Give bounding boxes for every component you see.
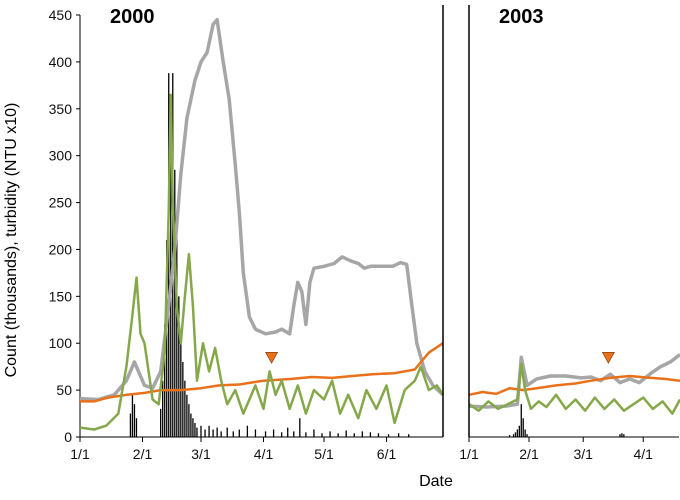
y-tick-label: 400	[49, 54, 73, 70]
orange-series-line	[80, 342, 444, 403]
y-tick-label: 300	[49, 148, 73, 164]
x-tick-label: 1/1	[459, 446, 479, 462]
x-tick-label: 3/1	[191, 446, 211, 462]
x-tick-label: 6/1	[377, 446, 397, 462]
y-tick-label: 350	[49, 101, 73, 117]
y-tick-label: 150	[49, 288, 73, 304]
green-series-line	[79, 93, 445, 431]
panel-2000: 1/1 2/1 3/1 4/1 5/1 6/1 2000	[70, 5, 445, 462]
x-tick-label: 4/1	[254, 446, 274, 462]
y-tick-label: 0	[64, 429, 72, 445]
gray-series-line	[79, 17, 445, 402]
x-tick-label: 1/1	[70, 446, 90, 462]
event-marker	[601, 351, 615, 364]
y-axis: 0 50 100 150 200 250 300 350 400 450	[49, 7, 81, 445]
y-tick-label: 200	[49, 241, 73, 257]
x-tick-label: 2/1	[519, 446, 539, 462]
y-tick-label: 50	[56, 382, 72, 398]
y-axis-title: Count (thousands), turbidity (NTU x10)	[3, 103, 20, 378]
event-marker	[265, 351, 279, 364]
x-tick-label: 2/1	[133, 446, 153, 462]
y-tick-label: 100	[49, 335, 73, 351]
x-tick-label: 5/1	[314, 446, 334, 462]
y-tick-label: 450	[49, 7, 73, 23]
green-series-line	[468, 362, 680, 415]
panel-title: 2003	[499, 6, 544, 28]
x-tick-label: 3/1	[573, 446, 593, 462]
orange-series-line	[468, 374, 680, 397]
x-axis-title: Date	[419, 473, 453, 490]
y-tick-label: 250	[49, 195, 73, 211]
panel-2003: 1/1 2/1 3/1 4/1 2003	[459, 5, 680, 462]
x-tick-label: 4/1	[633, 446, 653, 462]
panel-title: 2000	[110, 6, 155, 28]
